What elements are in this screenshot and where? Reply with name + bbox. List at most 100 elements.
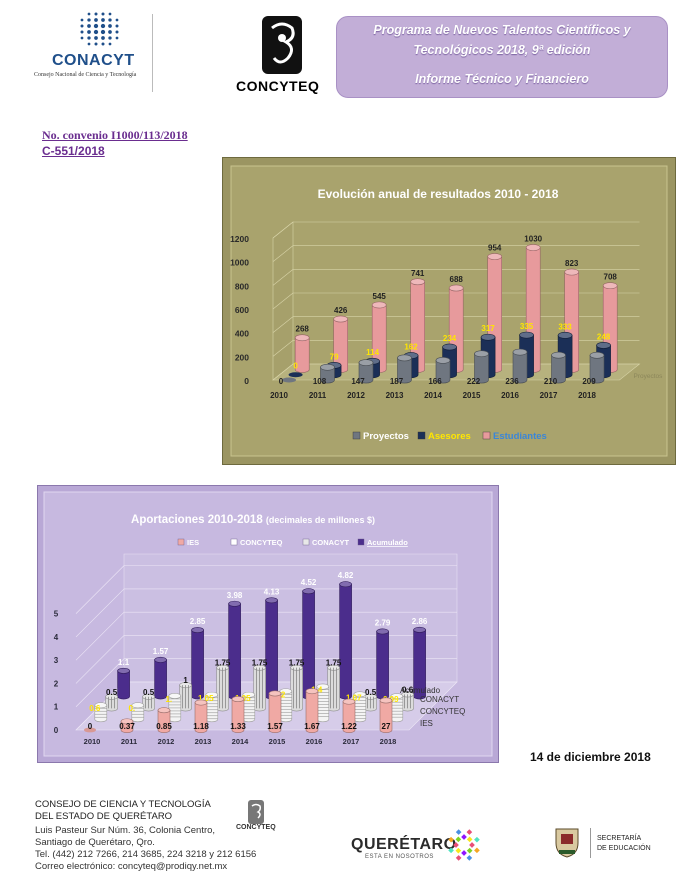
concyteq-bar xyxy=(131,702,145,723)
ies-bar xyxy=(268,690,282,733)
conacyt-data-label: 0.5 xyxy=(143,688,155,697)
legend-conacyt-label: CONACYT xyxy=(312,538,350,547)
conacyt-bar xyxy=(290,664,303,712)
concyteq-data-label: 1.07 xyxy=(346,693,362,702)
acumulado-bar xyxy=(376,628,389,700)
proyectos-bar xyxy=(320,363,335,384)
acumulado-data-label: 2.79 xyxy=(375,618,391,627)
chart1-ytick: 1200 xyxy=(230,234,249,244)
concyteq-logo xyxy=(262,16,302,74)
chart2-ytick: 0 xyxy=(54,726,59,735)
legend-ies-swatch xyxy=(177,538,185,546)
acumulado-bar xyxy=(228,600,241,700)
ies-bar xyxy=(342,698,356,733)
legend-concyteq-swatch xyxy=(230,538,238,546)
conacyt-bar xyxy=(327,664,340,712)
footer-address-2: Santiago de Querétaro, Qro. xyxy=(35,837,155,848)
ies-bar xyxy=(379,697,393,733)
proyectos-data-label: 0 xyxy=(279,377,284,386)
legend-concyteq-label: CONCYTEQ xyxy=(240,538,283,547)
estudiantes-data-label: 823 xyxy=(565,259,579,268)
acumulado-bar xyxy=(265,597,278,700)
footer-concyteq-wordmark: CONCYTEQ xyxy=(236,824,276,831)
ies-data-label: 1.67 xyxy=(304,722,320,731)
conacyt-bar xyxy=(401,691,414,712)
header-divider xyxy=(152,14,153,92)
proyectos-bar xyxy=(589,351,605,384)
chart2-xtick: 2010 xyxy=(84,737,101,746)
conacyt-data-label: 1.75 xyxy=(215,659,231,668)
proyectos-bar xyxy=(358,359,374,384)
banner-line-2: Tecnológicos 2018, 9ª edición xyxy=(413,43,591,57)
acumulado-data-label: 4.52 xyxy=(301,578,317,587)
chart2-title-units: (decimales de millones $) xyxy=(266,515,375,525)
acumulado-bar xyxy=(117,667,130,700)
legend-proyectos-swatch xyxy=(352,431,361,440)
chart2-ytick: 3 xyxy=(54,656,59,665)
chart1-xtick: 2010 xyxy=(270,391,288,400)
queretaro-flower-icon xyxy=(448,829,480,861)
asesores-data-label: 162 xyxy=(404,343,418,352)
conacyt-data-label: 0.5 xyxy=(106,688,118,697)
report-date: 14 de diciembre 2018 xyxy=(530,750,651,764)
chart1-ytick: 400 xyxy=(235,329,249,339)
ies-data-label: 0 xyxy=(88,722,93,731)
state-seal-icon xyxy=(555,828,579,858)
footer-phone: Tel. (442) 212 7266, 214 3685, 224 3218 … xyxy=(35,849,257,860)
acumulado-data-label: 1.57 xyxy=(153,647,169,656)
proyectos-bar xyxy=(512,348,528,384)
asesores-data-label: 333 xyxy=(558,322,572,331)
proyectos-bar xyxy=(397,354,412,384)
ies-bar xyxy=(157,707,171,733)
ies-data-label: 1.57 xyxy=(267,722,283,731)
acumulado-data-label: 2.85 xyxy=(190,617,206,626)
proyectos-bar xyxy=(474,350,489,384)
estudiantes-data-label: 741 xyxy=(411,269,425,278)
queretaro-wordmark: QUERÉTARO xyxy=(351,836,457,853)
concyteq-bar xyxy=(168,692,182,723)
ies-bar xyxy=(194,699,208,733)
asesores-data-label: 335 xyxy=(520,322,534,331)
concyteq-bar xyxy=(205,691,219,723)
proyectos-bar xyxy=(551,351,566,384)
agreement-number: No. convenio I1000/113/2018 xyxy=(42,128,188,142)
chart2-xtick: 2017 xyxy=(343,737,360,746)
chart1-ytick: 0 xyxy=(244,376,249,386)
conacyt-data-label: 1 xyxy=(183,676,188,685)
chart2-ytick: 4 xyxy=(54,633,59,642)
concyteq-data-label: 1. xyxy=(165,695,172,704)
acumulado-data-label: 3.98 xyxy=(227,591,243,600)
chart1-ytick: 600 xyxy=(235,305,249,315)
acumulado-bar xyxy=(339,581,352,700)
conacyt-data-label: 1.75 xyxy=(326,659,342,668)
chart1-xtick: 2013 xyxy=(386,391,404,400)
concyteq-wordmark: CONCYTEQ xyxy=(236,78,320,94)
ies-data-label: 1.18 xyxy=(193,722,209,731)
chart1-ytick: 200 xyxy=(235,352,249,362)
chart1-xtick: 2016 xyxy=(501,391,519,400)
contributions-chart-frame: Aportaciones 2010-2018 (decimales de mil… xyxy=(37,485,499,763)
footer-address-1: Luis Pasteur Sur Núm. 36, Colonia Centro… xyxy=(35,825,216,836)
chart1-ytick: 800 xyxy=(235,281,249,291)
concyteq-bar xyxy=(242,691,256,723)
ies-bar xyxy=(231,696,245,733)
conacyt-subtitle: Consejo Nacional de Ciencia y Tecnología xyxy=(34,72,137,78)
chart1-xtick: 2017 xyxy=(540,391,558,400)
secretaria-line-2: DE EDUCACIÓN xyxy=(597,845,651,852)
asesores-data-label: 114 xyxy=(366,348,379,357)
acumulado-data-label: 1.1 xyxy=(118,658,130,667)
conacyt-bar xyxy=(216,664,229,712)
chart1-xtick: 2014 xyxy=(424,391,442,400)
acumulado-bar xyxy=(191,627,204,700)
footer-org-line-1: CONSEJO DE CIENCIA Y TECNOLOGÍA xyxy=(35,799,211,810)
chart2-xtick: 2015 xyxy=(269,737,286,746)
conacyt-data-label: 0.5 xyxy=(365,688,377,697)
chart2-depth-label: IES xyxy=(420,719,433,728)
chart2-xtick: 2016 xyxy=(306,737,323,746)
conacyt-logo xyxy=(80,12,119,46)
report-title-banner: Programa de Nuevos Talentos Científicos … xyxy=(336,16,668,98)
footer-concyteq-logo xyxy=(248,800,264,824)
estudiantes-data-label: 268 xyxy=(296,325,310,334)
chart2-ytick: 2 xyxy=(54,679,59,688)
legend-estudiantes-swatch xyxy=(482,431,491,440)
